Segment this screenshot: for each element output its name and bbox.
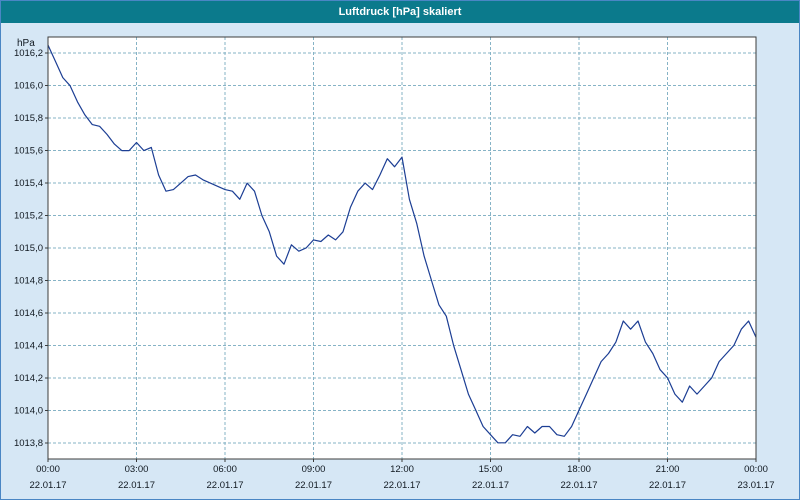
- x-tick-time-label: 00:00: [744, 464, 768, 475]
- y-tick-label: 1015,2: [14, 211, 43, 222]
- pressure-line: [47, 44, 757, 444]
- plot-border: [47, 36, 757, 460]
- window-titlebar: Luftdruck [hPa] skaliert: [1, 1, 799, 23]
- x-tick-time-label: 21:00: [656, 464, 680, 475]
- chart-svg: 1016,2 1016,0 1015,8 1015,6 1015,4 1015,2 1015…: [14, 36, 775, 491]
- x-tick-time-label: 09:00: [302, 464, 326, 475]
- window-title: Luftdruck [hPa] skaliert: [338, 6, 462, 18]
- x-tick-date-label: 22.01.17: [30, 480, 67, 491]
- x-tick-date-label: 22.01.17: [118, 480, 155, 491]
- y-tick-label: 1014,6: [14, 308, 43, 319]
- y-tick-label: 1014,0: [14, 405, 43, 416]
- y-tick-label: 1014,4: [14, 340, 43, 351]
- x-tick-time-label: 00:00: [36, 464, 60, 475]
- y-tick-label: 1014,8: [14, 276, 43, 287]
- x-tick-time-label: 06:00: [213, 464, 237, 475]
- x-tick-date-label: 23.01.17: [738, 480, 775, 491]
- x-tick-date-label: 22.01.17: [472, 480, 509, 491]
- y-tick-label: 1014,2: [14, 373, 43, 384]
- y-tick-label: 1015,6: [14, 146, 43, 157]
- y-tick-label: 1013,8: [14, 438, 43, 449]
- x-tick-date-label: 22.01.17: [207, 480, 244, 491]
- y-tick-label: 1015,0: [14, 243, 43, 254]
- y-tick-label: 1015,8: [14, 113, 43, 124]
- x-tick-date-label: 22.01.17: [384, 480, 421, 491]
- y-tick-label: 1016,2: [14, 48, 43, 59]
- x-tick-time-label: 15:00: [479, 464, 503, 475]
- y-tick-label: 1015,4: [14, 178, 43, 189]
- x-tick-time-label: 18:00: [567, 464, 591, 475]
- x-tick-date-label: 22.01.17: [561, 480, 598, 491]
- x-tick-date-label: 22.01.17: [295, 480, 332, 491]
- x-tick-time-label: 03:00: [125, 464, 149, 475]
- chart-container: 1016,2 1016,0 1015,8 1015,6 1015,4 1015,2 1015…: [1, 23, 799, 499]
- y-tick-label: 1016,0: [14, 81, 43, 92]
- x-tick-time-label: 12:00: [390, 464, 414, 475]
- y-axis-unit-label: hPa: [17, 38, 35, 49]
- x-tick-date-label: 22.01.17: [649, 480, 686, 491]
